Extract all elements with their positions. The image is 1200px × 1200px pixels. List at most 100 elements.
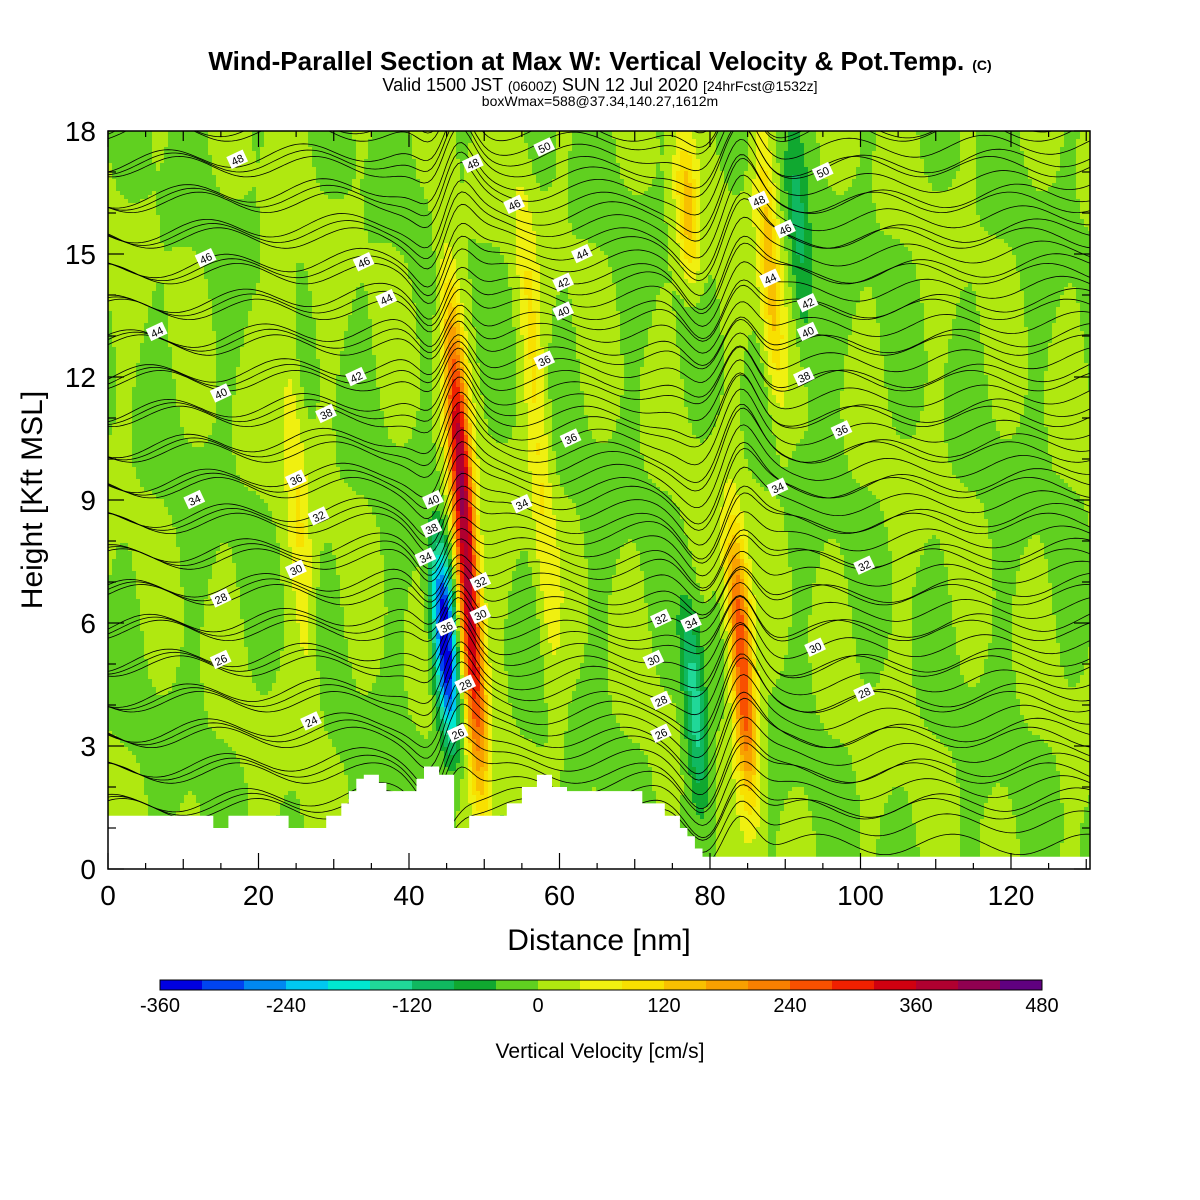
field-cell <box>660 143 665 148</box>
field-cell <box>972 191 977 196</box>
field-cell <box>192 151 197 156</box>
field-cell <box>140 143 145 148</box>
field-cell <box>316 179 321 184</box>
field-cell <box>1008 191 1013 196</box>
field-cell <box>236 179 241 184</box>
field-cell <box>740 163 745 168</box>
field-cell <box>576 163 581 168</box>
field-cell <box>872 171 877 176</box>
field-cell <box>676 155 681 160</box>
field-cell <box>776 147 781 152</box>
field-cell <box>408 187 413 192</box>
field-cell <box>300 159 305 164</box>
field-cell <box>428 183 433 188</box>
field-cell <box>564 167 569 172</box>
field-cell <box>844 139 849 144</box>
field-cell <box>704 155 709 160</box>
field-cell <box>232 147 237 152</box>
field-cell <box>1056 171 1061 176</box>
field-cell <box>1076 175 1081 180</box>
field-cell <box>208 167 213 172</box>
field-cell <box>424 187 429 192</box>
field-cell <box>920 151 925 156</box>
field-cell <box>736 143 741 148</box>
field-cell <box>176 135 181 140</box>
field-cell <box>680 151 685 156</box>
field-cell <box>120 147 125 152</box>
field-cell <box>408 147 413 152</box>
field-cell <box>868 147 873 152</box>
field-cell <box>844 143 849 148</box>
field-cell <box>524 203 529 208</box>
field-cell <box>1048 187 1053 192</box>
field-cell <box>876 151 881 156</box>
field-cell <box>1008 155 1013 160</box>
field-cell <box>584 175 589 180</box>
field-cell <box>1016 155 1021 160</box>
field-cell <box>972 147 977 152</box>
field-cell <box>804 163 809 168</box>
field-cell <box>392 171 397 176</box>
field-cell <box>544 159 549 164</box>
field-cell <box>1084 151 1089 156</box>
field-cell <box>292 147 297 152</box>
field-cell <box>928 199 933 204</box>
field-cell <box>428 191 433 196</box>
field-cell <box>648 187 653 192</box>
field-cell <box>604 195 609 200</box>
field-cell <box>272 147 277 152</box>
field-cell <box>552 199 557 204</box>
field-cell <box>1068 179 1073 184</box>
field-cell <box>944 179 949 184</box>
field-cell <box>284 203 289 208</box>
field-cell <box>1084 187 1089 192</box>
field-cell <box>292 155 297 160</box>
field-cell <box>400 159 405 164</box>
field-cell <box>548 159 553 164</box>
field-cell <box>140 171 145 176</box>
field-cell <box>592 175 597 180</box>
field-cell <box>336 175 341 180</box>
field-cell <box>796 203 801 208</box>
field-cell <box>552 155 557 160</box>
field-cell <box>596 195 601 200</box>
field-cell <box>1080 175 1085 180</box>
field-cell <box>212 159 217 164</box>
field-cell <box>1004 179 1009 184</box>
field-cell <box>592 195 597 200</box>
field-cell <box>372 163 377 168</box>
field-cell <box>916 175 921 180</box>
field-cell <box>640 195 645 200</box>
field-cell <box>624 143 629 148</box>
field-cell <box>112 151 117 156</box>
field-cell <box>772 163 777 168</box>
field-cell <box>992 183 997 188</box>
field-cell <box>1052 159 1057 164</box>
field-cell <box>348 143 353 148</box>
field-cell <box>1076 179 1081 184</box>
field-cell <box>172 139 177 144</box>
field-cell <box>692 135 697 140</box>
field-cell <box>312 139 317 144</box>
field-cell <box>464 187 469 192</box>
field-cell <box>584 135 589 140</box>
field-cell <box>1072 135 1077 140</box>
field-cell <box>384 179 389 184</box>
field-cell <box>1032 135 1037 140</box>
field-cell <box>308 191 313 196</box>
field-cell <box>180 199 185 204</box>
field-cell <box>264 207 269 212</box>
field-cell <box>472 191 477 196</box>
field-cell <box>336 143 341 148</box>
field-cell <box>344 179 349 184</box>
field-cell <box>1044 159 1049 164</box>
field-cell <box>588 199 593 204</box>
field-cell <box>260 151 265 156</box>
field-cell <box>1008 171 1013 176</box>
field-cell <box>988 199 993 204</box>
field-cell <box>744 163 749 168</box>
field-cell <box>532 191 537 196</box>
field-cell <box>888 143 893 148</box>
field-cell <box>416 191 421 196</box>
field-cell <box>960 147 965 152</box>
